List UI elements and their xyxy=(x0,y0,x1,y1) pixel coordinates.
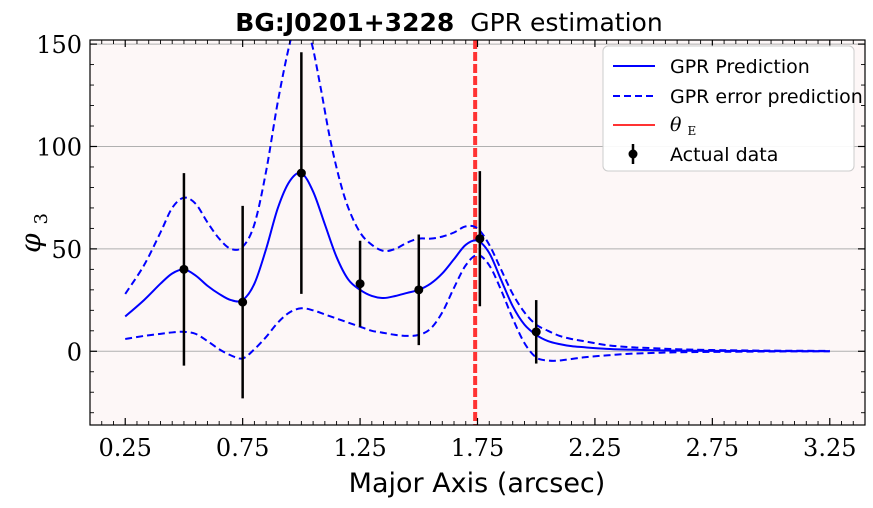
legend-label-theta-subscript: E xyxy=(688,124,697,138)
y-tick-label: 150 xyxy=(36,31,82,59)
data-point-marker xyxy=(238,297,248,307)
data-point-marker xyxy=(355,279,365,289)
x-tick-label: 0.25 xyxy=(99,434,152,462)
x-tick-label: 2.25 xyxy=(568,434,621,462)
legend-label-actual-data: Actual data xyxy=(670,144,778,166)
x-tick-label: 3.25 xyxy=(803,434,856,462)
y-tick-label: 0 xyxy=(67,338,82,366)
gpr-error-lower-line xyxy=(125,254,830,362)
data-point-marker xyxy=(296,168,306,178)
gpr-error-upper-line xyxy=(124,40,830,352)
legend: GPR Prediction GPR error prediction θ E … xyxy=(602,45,863,172)
legend-label-gpr-prediction: GPR Prediction xyxy=(670,56,810,78)
x-tick-label: 1.25 xyxy=(333,434,386,462)
legend-label-theta-e: θ E xyxy=(670,114,696,138)
y-tick-label: 50 xyxy=(51,236,82,264)
y-axis-label-subscript: 3 xyxy=(31,213,52,224)
data-point-marker xyxy=(475,234,485,244)
x-tick-label: 2.75 xyxy=(686,434,739,462)
legend-box xyxy=(602,45,855,172)
y-tick-label: 100 xyxy=(36,133,82,161)
x-axis-label: Major Axis (arcsec) xyxy=(349,468,606,499)
chart-title-bold: BG:J0201+3228 xyxy=(235,8,454,37)
ticks: 0.25 0.75 1.25 1.75 2.25 2.75 3.25 0 50 100 150 xyxy=(36,31,866,462)
chart-title: BG:J0201+3228 GPR estimation xyxy=(235,8,662,37)
legend-label-gpr-error: GPR error prediction xyxy=(670,86,863,108)
gpr-prediction-line xyxy=(124,171,830,353)
legend-swatch-actual-data-marker xyxy=(628,149,638,159)
y-axis-label-symbol: φ xyxy=(14,233,47,253)
data-point-marker xyxy=(531,327,541,337)
x-tick-label: 0.75 xyxy=(216,434,269,462)
legend-label-theta-symbol: θ xyxy=(670,114,682,136)
chart-title-rest: GPR estimation xyxy=(470,8,662,37)
data-point-marker xyxy=(414,285,424,295)
x-tick-label: 1.75 xyxy=(451,434,504,462)
svg-text:φ 3: φ 3 xyxy=(14,213,52,253)
data-point-marker xyxy=(179,264,189,274)
data-points-group xyxy=(179,52,541,399)
series-group xyxy=(124,40,830,362)
y-axis-label: φ 3 xyxy=(14,213,52,253)
